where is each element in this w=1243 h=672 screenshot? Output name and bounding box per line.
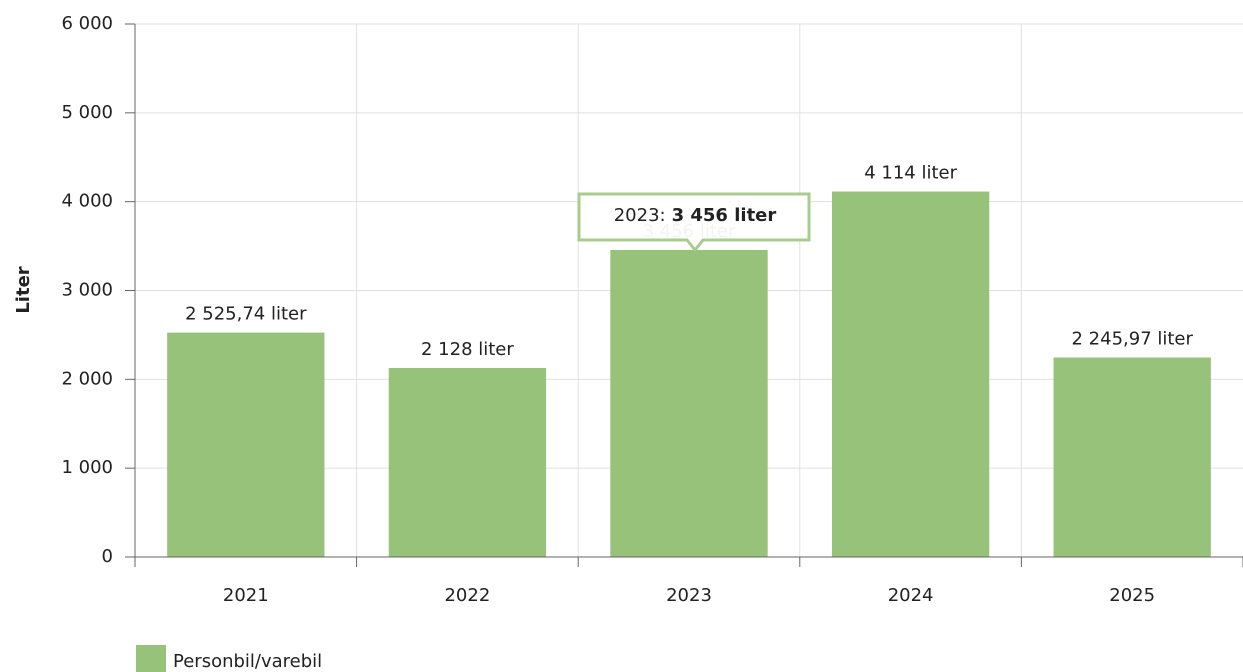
bar xyxy=(1053,357,1211,557)
y-tick-label: 2 000 xyxy=(61,368,113,389)
tooltip-box xyxy=(577,192,811,253)
bar xyxy=(167,332,325,557)
data-label: 2 245,97 liter xyxy=(1071,328,1193,349)
x-tick-label: 2021 xyxy=(223,585,269,606)
y-tick-label: 4 000 xyxy=(61,191,113,212)
data-label: 2 525,74 liter xyxy=(185,304,307,325)
x-tick-label: 2025 xyxy=(1109,585,1155,606)
y-axis-title: Liter xyxy=(13,266,34,313)
x-tick-label: 2024 xyxy=(888,585,934,606)
y-tick-label: 1 000 xyxy=(61,457,113,478)
data-label: 4 114 liter xyxy=(864,163,957,184)
tooltip: 2023: 3 456 liter xyxy=(577,192,811,253)
bar xyxy=(831,191,990,557)
x-tick-label: 2022 xyxy=(444,585,490,606)
bar xyxy=(388,367,547,557)
tooltip-text: 2023: 3 456 liter xyxy=(614,205,777,226)
tooltip-label: 2023: xyxy=(614,205,666,226)
y-tick-label: 6 000 xyxy=(61,13,113,34)
legend-label: Personbil/varebil xyxy=(173,651,322,672)
bar xyxy=(610,249,768,557)
y-tick-label: 5 000 xyxy=(61,102,113,123)
y-tick-label: 0 xyxy=(102,546,113,567)
y-tick-label: 3 000 xyxy=(61,280,113,301)
data-label: 2 128 liter xyxy=(421,339,514,360)
tooltip-value: 3 456 liter xyxy=(672,205,777,226)
legend-swatch xyxy=(136,645,166,672)
x-tick-label: 2023 xyxy=(666,585,712,606)
